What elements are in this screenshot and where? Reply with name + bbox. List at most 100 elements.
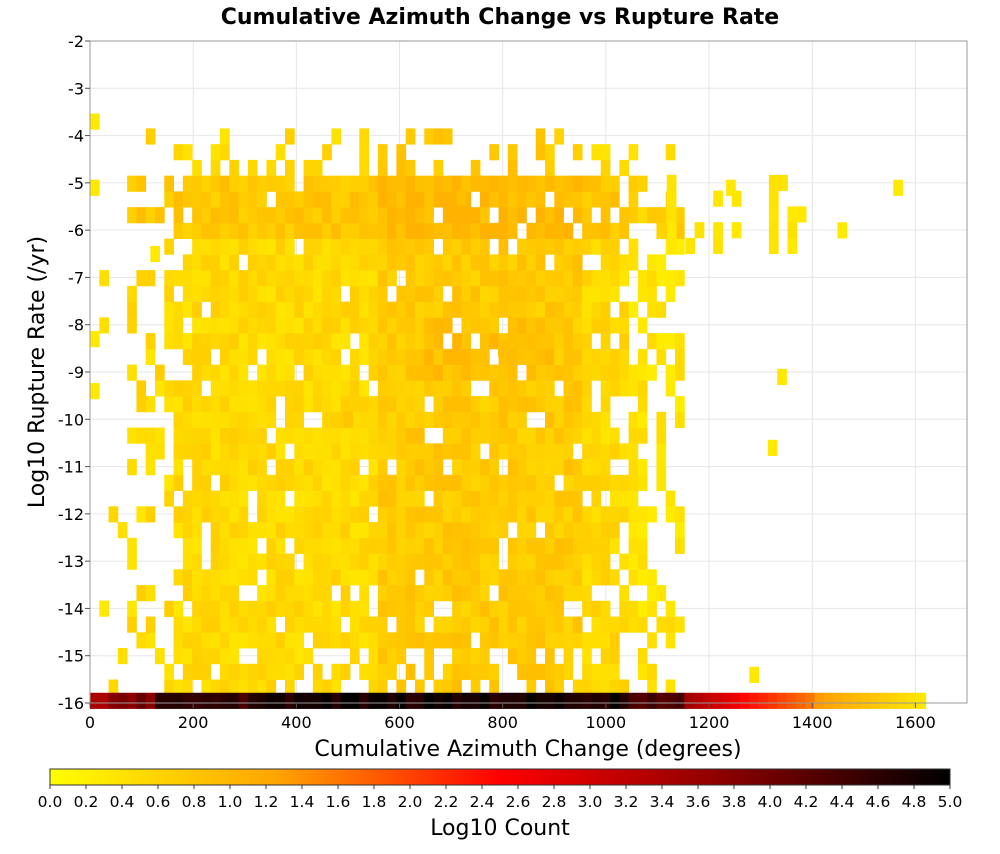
heatmap-cell [507,301,518,318]
heatmap-cell [359,506,369,523]
heatmap-cell [647,679,657,696]
heatmap-cell [257,191,267,208]
y-tick-label: -8 [68,316,84,335]
heatmap-cell [433,474,444,491]
heatmap-cell [433,396,444,413]
heatmap-cell [424,569,434,586]
heatmap-cell [656,254,667,271]
heatmap-cell [442,270,453,287]
heatmap-cell [480,207,490,224]
heatmap-cell [656,333,667,350]
heatmap-cell [127,207,137,224]
heatmap-cell [470,443,481,460]
heatmap-cell [405,175,416,192]
heatmap-cell [173,474,184,491]
heatmap-cell [220,207,230,224]
heatmap-cell [507,285,518,303]
heatmap-cell [489,396,499,413]
heatmap-cell-bottom-row [851,692,862,709]
heatmap-cell [182,663,193,680]
heatmap-cell [572,553,583,570]
heatmap-cell [164,600,174,617]
heatmap-cell [173,459,184,476]
heatmap-cell [396,490,407,507]
heatmap-cell [275,144,286,161]
heatmap-cell [266,443,277,460]
heatmap-cell-bottom-row [368,692,379,709]
heatmap-cell [192,222,202,240]
heatmap-cell [275,207,286,224]
heatmap-cell-bottom-row [675,692,685,709]
heatmap-cell [610,443,620,460]
heatmap-cell [275,348,286,365]
heatmap-cell [387,600,397,617]
heatmap-cell [220,474,230,491]
heatmap-cell [796,206,807,223]
heatmap-cell [415,364,425,381]
heatmap-cell [405,506,416,523]
heatmap-cell [377,144,388,161]
heatmap-cell [582,222,592,240]
heatmap-cell [433,191,444,208]
heatmap-cell [405,222,416,240]
heatmap-cell [619,348,629,365]
heatmap-cell [517,490,527,507]
heatmap-cell [377,411,388,428]
heatmap-cell [368,411,379,428]
heatmap-cell [164,301,174,318]
heatmap-cell [545,616,555,633]
heatmap-cell [387,301,397,318]
heatmap-cell [331,191,342,208]
heatmap-cell [470,600,481,617]
heatmap-cell [331,553,342,570]
heatmap-cell [322,380,332,397]
heatmap-cell [610,537,620,554]
heatmap-cell [387,317,397,334]
heatmap-cell [461,474,472,491]
heatmap-cell [433,317,444,334]
heatmap-cell [563,175,574,192]
heatmap-cell [545,270,555,287]
heatmap-cell [201,317,212,334]
heatmap-cell-bottom-row [340,692,351,709]
heatmap-cell [563,380,574,397]
heatmap-cell [377,600,388,617]
heatmap-cell [517,238,527,255]
heatmap-cell [480,553,490,570]
heatmap-cell-bottom-row [554,692,564,709]
heatmap-cell [405,285,416,303]
heatmap-cell [526,663,537,680]
heatmap-cell [665,490,676,507]
heatmap-cell [526,490,537,507]
heatmap-cell [229,175,239,192]
heatmap-cell [238,459,249,476]
heatmap-cell [350,191,360,208]
heatmap-cell-bottom-row [442,692,453,709]
heatmap-cell [470,663,481,680]
heatmap-cell [507,616,518,633]
heatmap-cell [442,348,453,365]
heatmap-cell [303,396,314,413]
heatmap-cell [489,443,499,460]
heatmap-cell [387,254,397,271]
heatmap-cell [350,238,360,255]
heatmap-cell [461,270,472,287]
heatmap-cell [377,553,388,570]
colorbar-tick-label: 4.8 [902,793,927,811]
heatmap-cell [201,254,212,271]
heatmap-cell [285,600,295,617]
heatmap-cell [545,333,555,350]
heatmap-cell [322,301,332,318]
heatmap-cell [247,285,258,303]
heatmap-cell [535,270,546,287]
heatmap-cell [591,490,602,507]
heatmap-cell [220,144,230,161]
heatmap-cell-bottom-row [201,692,212,709]
heatmap-cell [489,380,499,397]
heatmap-cell [387,348,397,365]
heatmap-cell [275,317,286,334]
heatmap-cell [563,506,574,523]
y-tick-label: -12 [58,505,84,524]
heatmap-cell [201,632,212,649]
